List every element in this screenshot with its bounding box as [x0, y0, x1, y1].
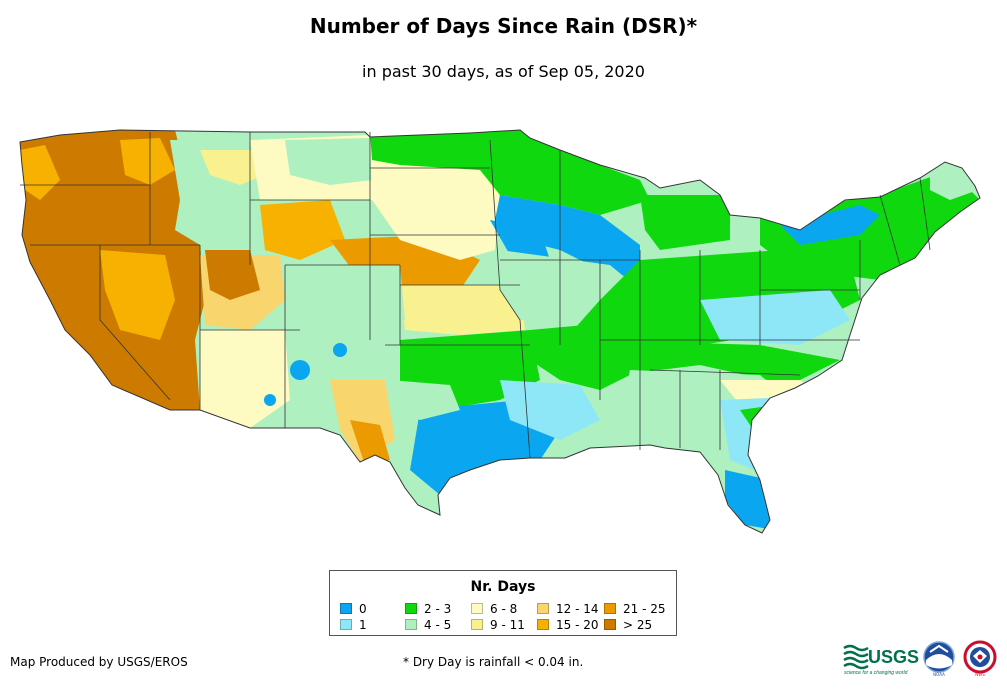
agency-logos: USGS science for a changing world NOAA N… — [843, 640, 997, 677]
usgs-logo-text: USGS — [868, 647, 919, 667]
legend-label: 2 - 3 — [424, 602, 452, 616]
legend-swatch — [405, 619, 417, 630]
nws-logo: NWS — [963, 640, 997, 677]
map-subtitle: in past 30 days, as of Sep 05, 2020 — [362, 62, 645, 81]
legend-item: 4 - 5 — [405, 618, 451, 632]
nws-logo-text: NWS — [975, 672, 985, 677]
legend-swatch — [340, 619, 352, 630]
legend-label: 6 - 8 — [490, 602, 518, 616]
legend-swatch — [405, 603, 417, 614]
legend-swatch — [471, 619, 483, 630]
legend-label: 9 - 11 — [490, 618, 525, 632]
noaa-logo-text: NOAA — [933, 672, 945, 677]
legend-swatch — [471, 603, 483, 614]
legend-item: 0 — [340, 602, 367, 616]
usgs-logo: USGS science for a changing world — [843, 644, 919, 676]
legend-item: 1 — [340, 618, 367, 632]
noaa-logo: NOAA — [923, 641, 955, 677]
legend-swatch — [604, 603, 616, 614]
legend-item: 21 - 25 — [604, 602, 666, 616]
legend-label: 12 - 14 — [556, 602, 599, 616]
usgs-tagline: science for a changing world — [844, 670, 908, 676]
legend-item: 9 - 11 — [471, 618, 525, 632]
legend-label: 1 — [359, 618, 367, 632]
legend-label: 4 - 5 — [424, 618, 452, 632]
legend-item: 6 - 8 — [471, 602, 517, 616]
credit-text: Map Produced by USGS/EROS — [10, 655, 188, 669]
legend-swatch — [537, 619, 549, 630]
legend-item: 12 - 14 — [537, 602, 599, 616]
legend-label: 15 - 20 — [556, 618, 599, 632]
legend-item: > 25 — [604, 618, 652, 632]
legend-label: 0 — [359, 602, 367, 616]
footnote-text: * Dry Day is rainfall < 0.04 in. — [403, 655, 584, 669]
legend-item: 15 - 20 — [537, 618, 599, 632]
legend-title: Nr. Days — [470, 579, 536, 595]
legend-swatch — [537, 603, 549, 614]
legend-swatch — [604, 619, 616, 630]
legend-swatch — [340, 603, 352, 614]
legend: Nr. Days 0 1 2 - 3 4 - 5 6 - 8 9 - 11 12… — [329, 570, 677, 636]
legend-label: > 25 — [623, 618, 653, 632]
dsr-map — [19, 129, 981, 534]
legend-item: 2 - 3 — [405, 602, 451, 616]
map-title: Number of Days Since Rain (DSR)* — [309, 14, 698, 38]
legend-label: 21 - 25 — [623, 602, 666, 616]
